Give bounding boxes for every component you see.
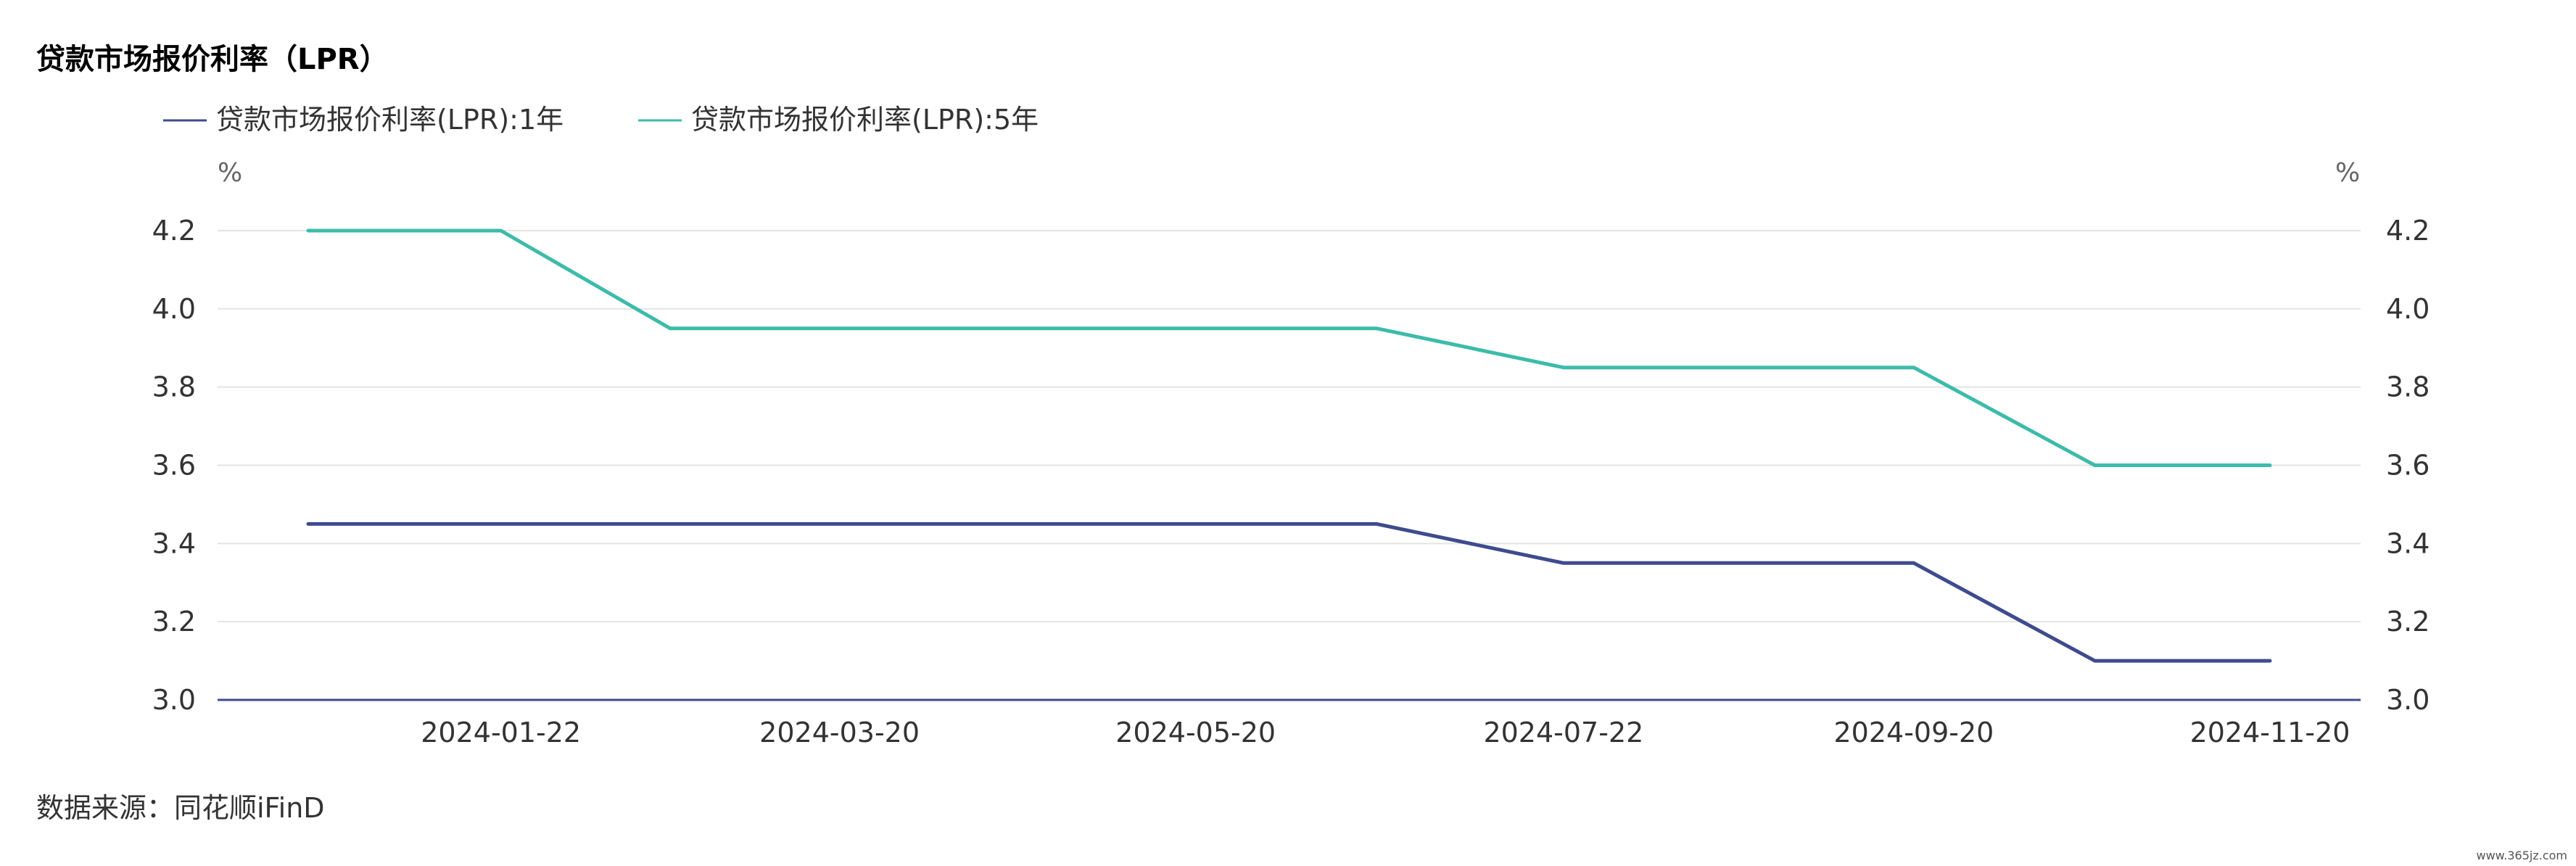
y-tick-label-left: 3.0	[152, 684, 196, 716]
y-tick-label-left: 3.2	[152, 606, 196, 638]
y-tick-label-left: 3.4	[152, 527, 196, 559]
legend: 贷款市场报价利率(LPR):1年 贷款市场报价利率(LPR):5年	[163, 104, 1039, 136]
x-tick-label: 2024-11-20	[2190, 717, 2350, 749]
x-tick-label: 2024-09-20	[1833, 717, 1994, 749]
x-tick-label: 2024-01-22	[421, 717, 581, 749]
y-tick-label-left: 4.0	[152, 293, 196, 325]
watermark: www.365jz.com	[2476, 849, 2567, 862]
y-tick-label-right: 3.0	[2386, 684, 2430, 716]
y-tick-label-left: 3.8	[152, 371, 196, 403]
data-source: 数据来源：同花顺iFinD	[36, 792, 325, 824]
y-axis-unit-right: %	[2335, 158, 2360, 188]
y-tick-label-right: 3.2	[2386, 606, 2430, 638]
y-tick-label-right: 3.8	[2386, 371, 2430, 403]
y-tick-label-left: 3.6	[152, 450, 196, 482]
y-axis-unit-left: %	[218, 158, 242, 188]
x-tick-label: 2024-07-22	[1483, 717, 1643, 749]
x-tick-label: 2024-03-20	[759, 717, 920, 749]
series-line-lpr-5y	[306, 228, 2272, 467]
y-tick-label-left: 4.2	[152, 215, 196, 247]
legend-label-5y: 贷款市场报价利率(LPR):5年	[691, 104, 1039, 136]
y-tick-label-right: 3.6	[2386, 450, 2430, 482]
y-tick-label-right: 4.2	[2386, 215, 2430, 247]
chart-title: 贷款市场报价利率（LPR）	[36, 43, 389, 76]
x-tick-label: 2024-05-20	[1115, 717, 1276, 749]
legend-label-1y: 贷款市场报价利率(LPR):1年	[216, 104, 564, 136]
y-tick-label-right: 3.4	[2386, 527, 2430, 559]
series-line-lpr-1y	[306, 521, 2272, 663]
y-tick-label-right: 4.0	[2386, 293, 2430, 325]
